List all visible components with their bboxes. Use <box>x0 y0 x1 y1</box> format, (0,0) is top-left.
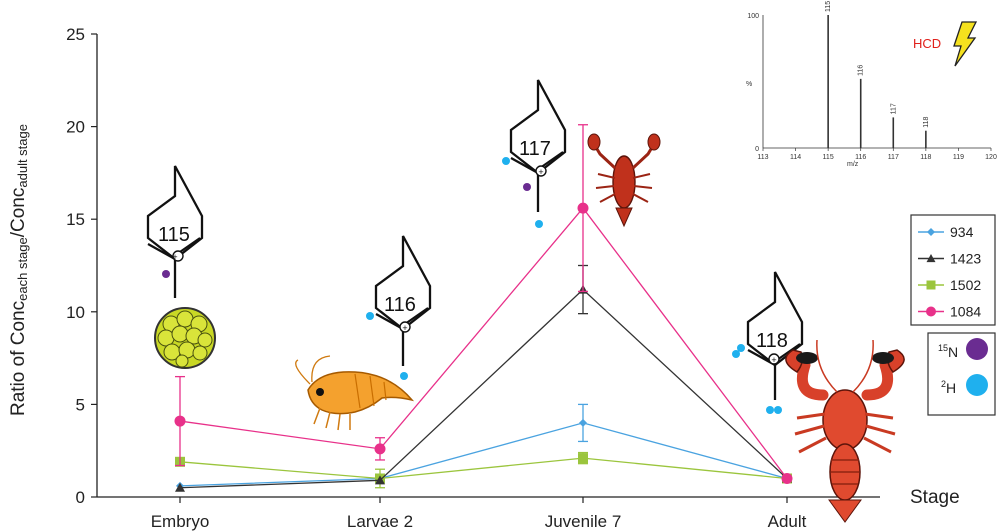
y-label-sub1: each stage <box>15 237 30 301</box>
x-tick-label: Juvenile 7 <box>545 512 622 531</box>
inset-x-tick-label: 114 <box>790 154 801 161</box>
svg-text:+: + <box>172 252 177 262</box>
data-point <box>578 453 588 464</box>
molecule-115-label: 115 <box>158 224 190 246</box>
h2-dot <box>366 312 374 320</box>
n15-legend-dot <box>966 338 988 360</box>
data-point <box>577 202 589 214</box>
series-layer <box>174 124 793 492</box>
adult-lobster-icon <box>785 339 905 523</box>
y-tick-label: 0 <box>76 488 85 507</box>
data-point <box>926 280 936 290</box>
h2-dot <box>766 406 774 414</box>
y-tick-label: 25 <box>66 25 85 44</box>
series-line <box>179 207 788 479</box>
hcd-label: HCD <box>913 36 941 51</box>
data-point <box>174 415 186 427</box>
series-934 <box>176 403 791 490</box>
y-ticks: 0 5 10 15 20 25 <box>66 25 97 507</box>
inset-spectrum: % m/z 113 114 115 116 117 118 119 120 0 100 115 11… <box>746 1 997 168</box>
data-point <box>926 306 936 317</box>
data-point <box>781 472 793 484</box>
svg-text:+: + <box>538 167 543 177</box>
inset-peak-label: 118 <box>923 116 930 127</box>
legend: 934 1423 1502 1084 <box>910 214 996 326</box>
series-line <box>179 288 788 489</box>
x-ticks: Embryo Larvae 2 Juvenile 7 Adult <box>151 497 807 531</box>
h2-dot <box>737 344 745 352</box>
inset-y-label: % <box>746 81 752 88</box>
n15-dot <box>162 270 170 278</box>
inset-x-tick-label: 119 <box>953 154 964 161</box>
isotope-h2-label: 2H <box>941 379 956 396</box>
y-label-sub2: adult stage <box>15 124 30 188</box>
juvenile-lobster-icon <box>587 133 661 228</box>
molecule-115: + 115 <box>146 165 204 298</box>
y-tick-label: 10 <box>66 303 85 322</box>
y-axis-label: Ratio of Conceach stage/Concadult stage <box>8 124 30 416</box>
isotope-legend: 15N 2H <box>927 332 996 416</box>
series-line <box>179 457 788 480</box>
h2-dot <box>732 350 740 358</box>
molecule-117-label: 117 <box>519 138 551 160</box>
molecule-116: + 116 <box>366 235 432 380</box>
svg-text:+: + <box>402 323 407 333</box>
larvae-shrimp-icon <box>295 355 415 431</box>
y-label-main: Ratio of Conc <box>8 301 29 416</box>
legend-label: 1423 <box>950 251 981 267</box>
molecule-118-label: 118 <box>756 330 788 352</box>
inset-x-tick-label: 115 <box>823 154 834 161</box>
inset-x-tick-label: 117 <box>888 154 899 161</box>
series-line <box>179 422 788 487</box>
data-point <box>927 228 935 236</box>
inset-x-tick-label: 116 <box>855 154 866 161</box>
molecule-118: + 118 <box>732 271 804 414</box>
x-tick-label: Adult <box>768 512 807 531</box>
inset-peak-label: 115 <box>825 1 832 12</box>
inset-y-tick-label: 0 <box>755 146 759 153</box>
legend-label: 1502 <box>950 277 981 293</box>
h2-dot <box>400 372 408 380</box>
axes <box>96 34 880 498</box>
lightning-icon <box>953 21 978 67</box>
inset-x-label: m/z <box>847 161 859 168</box>
inset-x-tick-label: 118 <box>920 154 931 161</box>
data-point <box>374 443 386 455</box>
h2-dot <box>774 406 782 414</box>
x-tick-label: Embryo <box>151 512 210 531</box>
data-point <box>175 482 185 492</box>
series-1423 <box>175 264 792 492</box>
embryo-icon <box>154 307 216 369</box>
data-point <box>926 254 936 263</box>
x-tick-label: Larvae 2 <box>347 512 413 531</box>
svg-text:+: + <box>771 355 776 365</box>
y-tick-label: 15 <box>66 210 85 229</box>
inset-x-tick-label: 120 <box>985 154 997 161</box>
inset-peak-label: 117 <box>890 103 897 114</box>
data-point <box>579 418 587 427</box>
h2-legend-dot <box>966 374 988 396</box>
molecule-116-label: 116 <box>384 294 416 316</box>
series-1084 <box>174 124 793 484</box>
inset-x-tick-label: 113 <box>757 154 768 161</box>
data-point <box>375 475 385 485</box>
legend-label: 934 <box>950 224 974 240</box>
legend-label: 1084 <box>950 304 981 320</box>
x-axis-label: Stage <box>910 487 960 508</box>
h2-dot <box>535 220 543 228</box>
n15-dot <box>523 183 531 191</box>
molecule-117: + 117 <box>502 79 567 228</box>
h2-dot <box>502 157 510 165</box>
y-label-mid: /Conc <box>8 188 29 238</box>
isotope-n15-label: 15N <box>938 343 958 360</box>
inset-y-tick-label: 100 <box>747 13 759 20</box>
inset-peak-label: 116 <box>858 65 865 76</box>
y-tick-label: 5 <box>76 395 85 414</box>
y-tick-label: 20 <box>66 118 85 137</box>
